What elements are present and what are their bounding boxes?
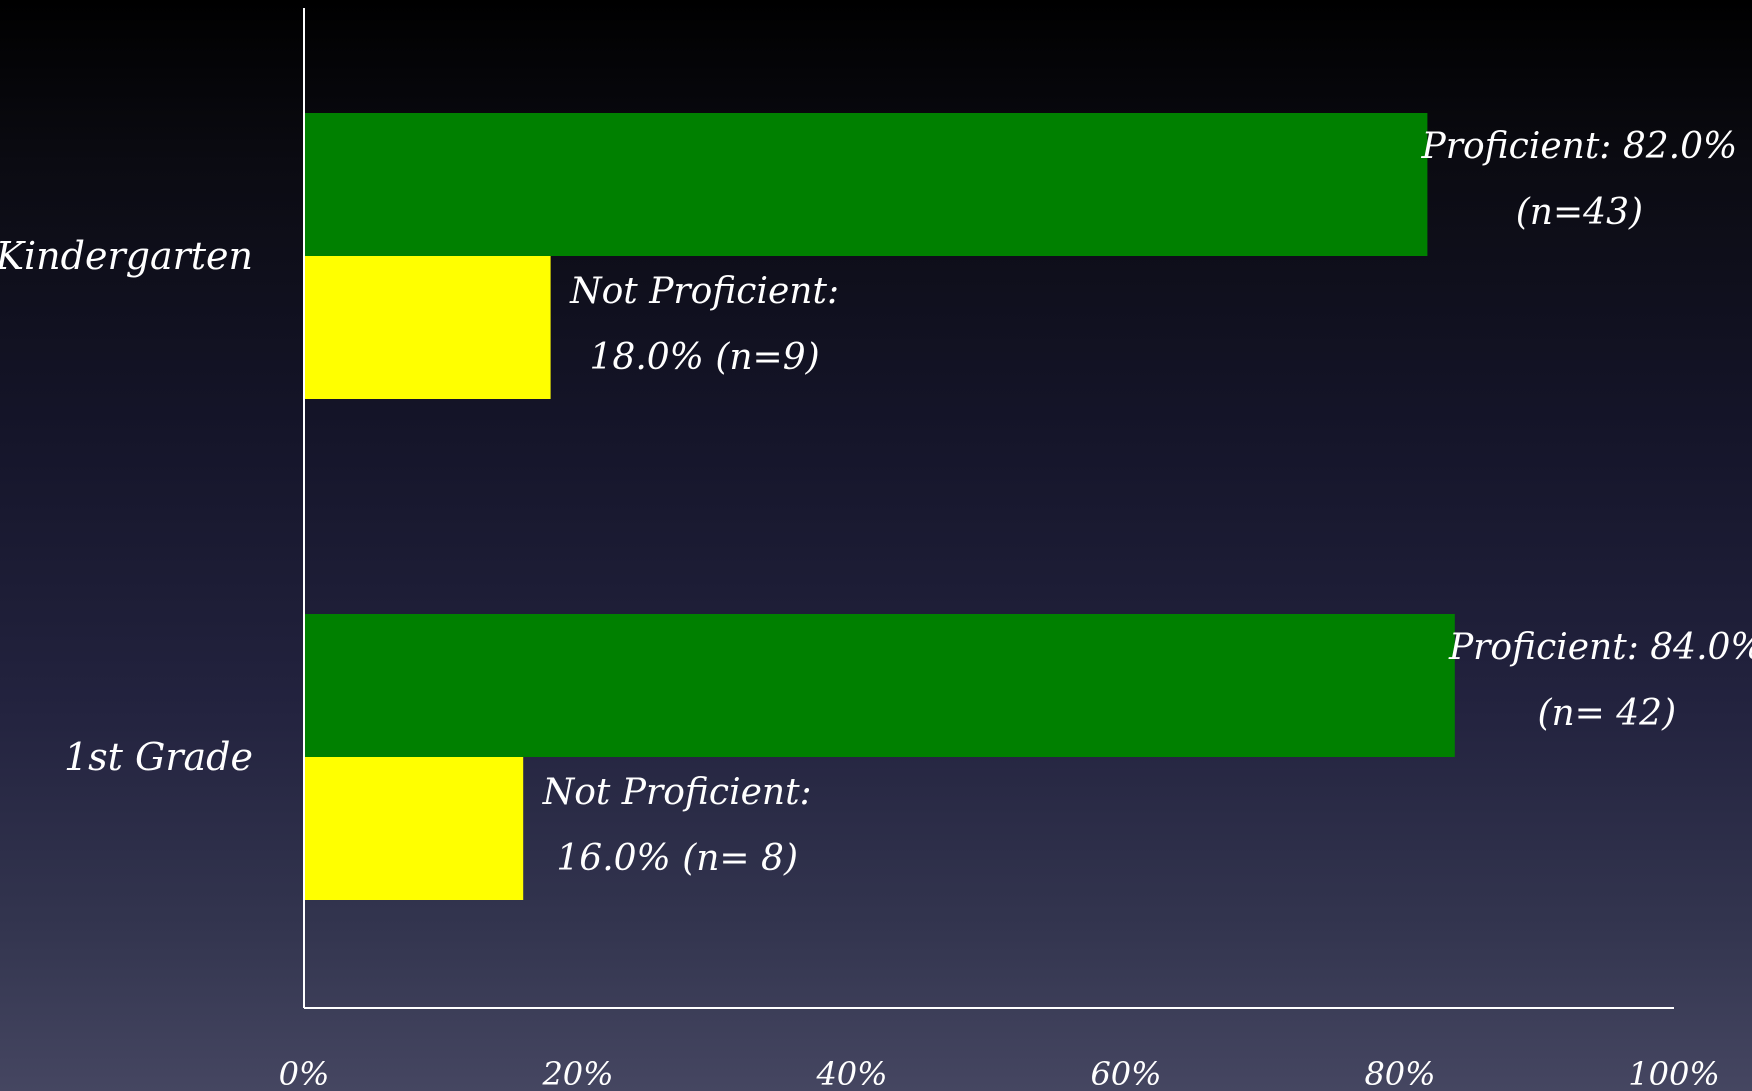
bar-1st-grade-proficient: [304, 614, 1455, 757]
data-label-1st-grade-proficient-line-2: (n= 42): [1537, 693, 1676, 734]
x-tick-label-20pct: 20%: [541, 1055, 613, 1091]
x-tick-label-40pct: 40%: [815, 1055, 887, 1091]
x-tick-label-60pct: 60%: [1090, 1055, 1161, 1091]
category-label-1st-grade: 1st Grade: [64, 735, 253, 779]
labels-layer: Proficient: 82.0% (n=43) Not Proficient: 18…: [0, 126, 1752, 1091]
data-label-1st-grade-proficient-line-1: Proficient: 84.0%: [1448, 627, 1752, 668]
bar-1st-grade-not-proficient: [304, 757, 524, 900]
data-label-1st-grade-not-proficient-line-1: Not Proficient:: [542, 772, 812, 813]
bars-layer: [304, 113, 1455, 900]
axes-layer: [303, 8, 1674, 1009]
x-tick-label-80pct: 80%: [1364, 1055, 1435, 1091]
x-tick-label-0pct: 0%: [279, 1055, 330, 1091]
data-label-kindergarten-not-proficient-line-2: 18.0% (n=9): [590, 337, 820, 378]
data-label-kindergarten-proficient-line-1: Proficient: 82.0%: [1421, 126, 1738, 167]
data-label-1st-grade-not-proficient-line-2: 16.0% (n= 8): [556, 838, 798, 879]
data-label-kindergarten-not-proficient-line-1: Not Proficient:: [569, 271, 839, 312]
bar-kindergarten-not-proficient: [304, 256, 551, 399]
category-label-kindergarten: Kindergarten: [0, 234, 253, 278]
bar-kindergarten-proficient: [304, 113, 1428, 256]
data-label-kindergarten-proficient-line-2: (n=43): [1516, 192, 1643, 233]
x-tick-label-100pct: 100%: [1628, 1055, 1719, 1091]
